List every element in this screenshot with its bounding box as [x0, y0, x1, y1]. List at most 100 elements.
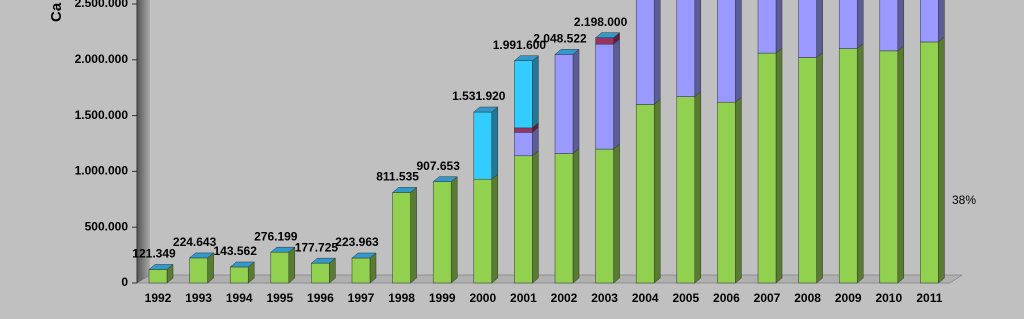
total-label: 177.725 [295, 240, 339, 254]
bar-face [311, 262, 330, 284]
total-label: 907.653 [417, 159, 461, 173]
bar-face [554, 153, 574, 284]
bar-top [594, 32, 621, 38]
bar-top [310, 257, 337, 264]
x-tick-label: 1997 [348, 291, 375, 305]
bar-face [717, 101, 736, 284]
bar-segment [920, 36, 945, 284]
x-tick-label: 2010 [875, 291, 902, 305]
bar-top [391, 187, 418, 193]
total-label: 276.199 [254, 229, 298, 243]
bar-face [554, 54, 574, 154]
bar-face [653, 0, 661, 105]
bar-face [635, 104, 655, 284]
y-tick-label: 2.000.000 [75, 52, 129, 66]
bar-face [148, 269, 168, 284]
total-label: 143.562 [214, 244, 258, 258]
bar-face [694, 91, 702, 284]
x-tick-label: 2003 [591, 291, 618, 305]
bar-segment [148, 263, 174, 284]
bar-segment [514, 150, 539, 284]
bar-face [838, 48, 858, 284]
y-tick-label: 1.500.000 [75, 108, 129, 122]
bar-face [897, 0, 905, 52]
bar-segment [920, 0, 945, 43]
bar-top [188, 252, 215, 259]
bar-segment [514, 55, 539, 129]
bar-segment [351, 252, 377, 284]
total-label: 811.535 [376, 170, 419, 184]
y-tick-label: 500.000 [85, 219, 129, 233]
bar-face [595, 148, 614, 284]
x-tick-label: 2004 [632, 291, 659, 305]
bar-top [270, 246, 296, 253]
x-tick-label: 1993 [185, 291, 212, 305]
total-label: 224.643 [173, 235, 217, 249]
bar-segment [757, 0, 783, 54]
bar-face [532, 150, 539, 284]
x-tick-label: 2008 [794, 291, 821, 305]
bar-segment [717, 0, 742, 103]
bar-face [775, 0, 783, 54]
bar-segment [595, 143, 620, 284]
bar-segment [717, 96, 742, 284]
bar-face [514, 132, 533, 157]
bar-top [351, 252, 377, 259]
total-label: 1.991.600 [493, 38, 547, 52]
x-tick-label: 2000 [469, 291, 496, 305]
bar-face [897, 45, 905, 284]
bar-face [938, 36, 945, 284]
bar-face [735, 0, 742, 103]
bar-face [491, 173, 499, 284]
x-tick-label: 2005 [672, 291, 699, 305]
bar-face [572, 48, 580, 155]
x-tick-label: 1996 [307, 291, 334, 305]
bar-face [595, 43, 614, 150]
bar-segment [554, 148, 580, 284]
bar-face [532, 55, 539, 129]
bar-face [514, 155, 533, 284]
bar-segment [879, 45, 905, 284]
x-tick-label: 1995 [266, 291, 293, 305]
bar-segment [838, 43, 864, 284]
floor [136, 274, 963, 284]
bar-face [473, 178, 493, 284]
bar-segment [635, 98, 661, 284]
bar-face [879, 50, 899, 284]
x-tick-label: 2007 [754, 291, 781, 305]
bar-face [229, 266, 249, 284]
x-tick-label: 1994 [226, 291, 253, 305]
bar-segment [676, 91, 702, 284]
bar-face [816, 0, 823, 59]
total-label: 2.048.522 [533, 32, 587, 46]
bar-face [473, 111, 493, 180]
bar-face [613, 143, 620, 284]
y-tick-label: 1.000.000 [75, 164, 129, 178]
bar-face [735, 96, 742, 284]
bar-face [775, 47, 783, 284]
bar-face [757, 52, 777, 284]
bar-face [514, 60, 533, 129]
y-axis-label: Ca [48, 2, 65, 22]
bar-face [798, 0, 817, 58]
bar-face [838, 0, 858, 49]
bar-face [856, 43, 864, 284]
bar-face [514, 127, 533, 133]
x-tick-label: 2006 [713, 291, 740, 305]
annotation: 38% [952, 193, 976, 207]
total-label: 1.531.920 [452, 89, 506, 103]
bar-segment [311, 257, 336, 284]
bar-face [572, 148, 580, 284]
bar-segment [473, 106, 499, 180]
bar-face [653, 98, 661, 284]
y-tick-label: 0 [121, 275, 128, 289]
bar-face [432, 181, 452, 284]
bar-face [676, 0, 696, 97]
bar-top [513, 55, 540, 61]
bar-face [938, 0, 945, 43]
bar-face [189, 257, 208, 284]
bar-segment [432, 176, 458, 284]
bar-face [757, 0, 777, 54]
